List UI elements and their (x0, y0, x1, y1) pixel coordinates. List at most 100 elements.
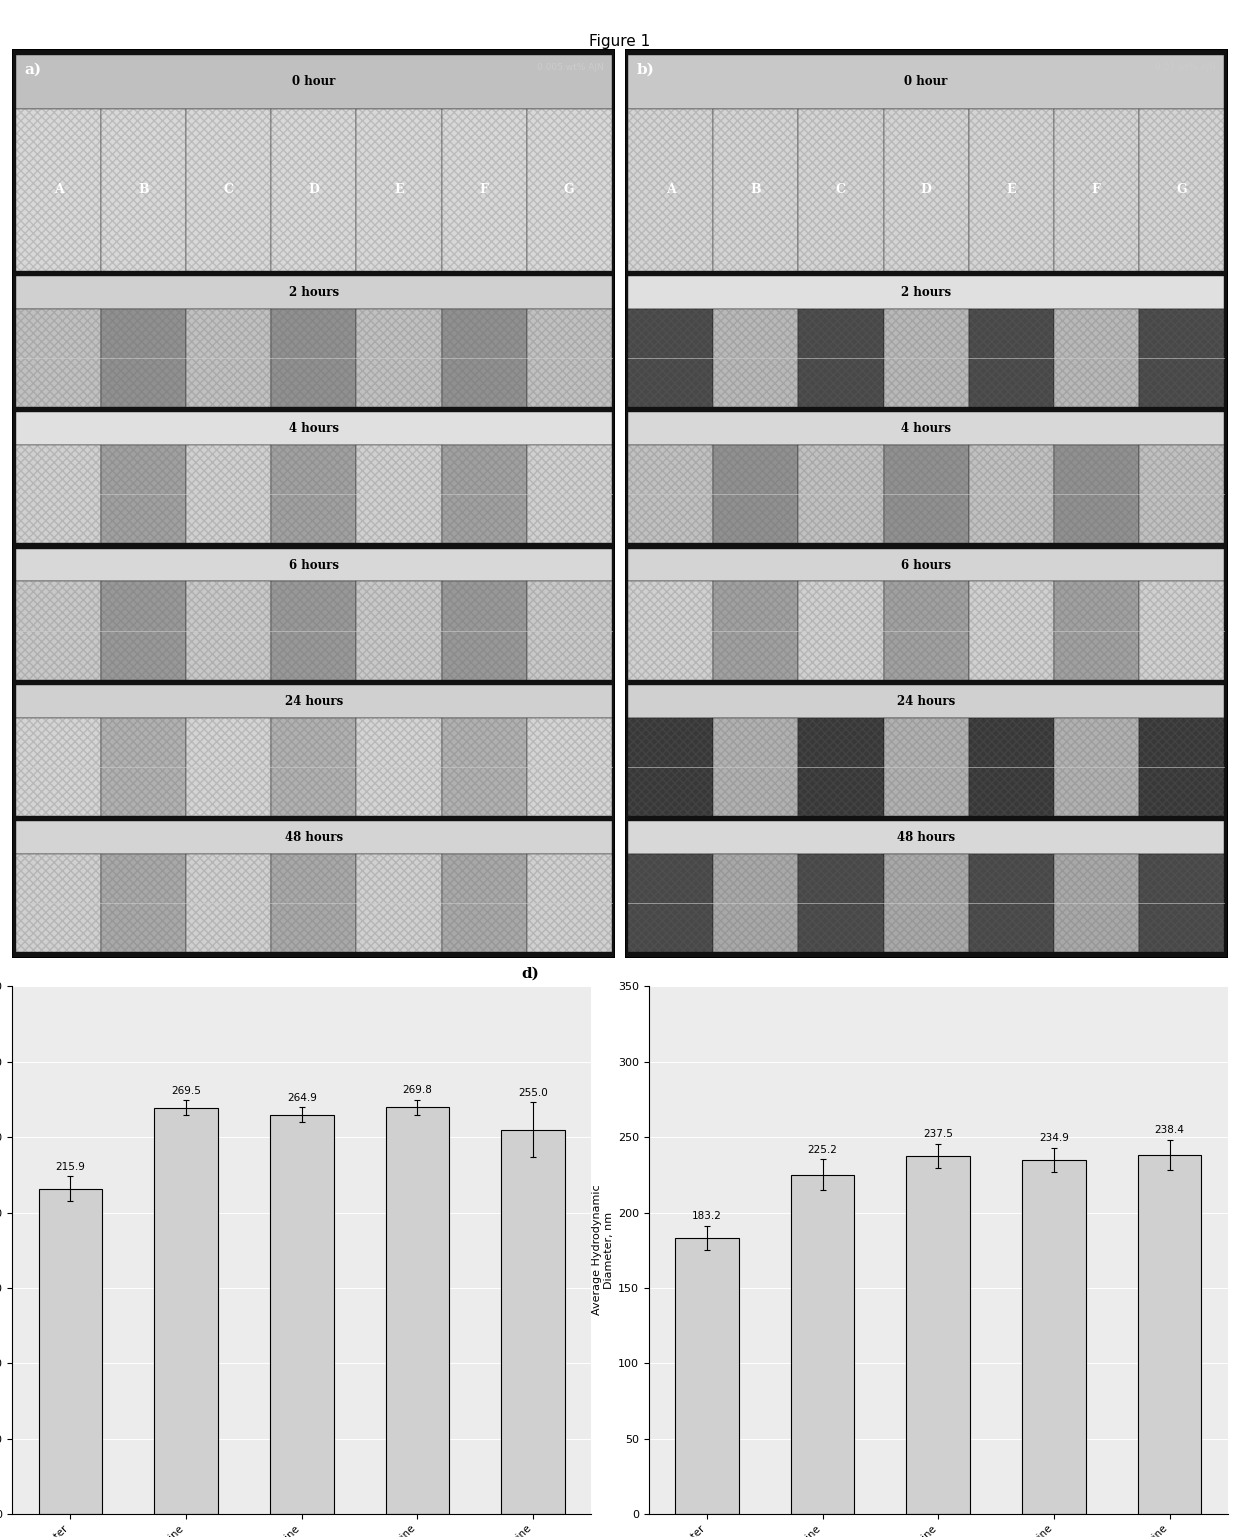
Bar (527, 309, 611, 407)
Text: A: A (53, 183, 63, 197)
Bar (629, 718, 713, 816)
Bar (1138, 446, 1224, 543)
Bar (102, 581, 186, 679)
Bar (272, 581, 356, 679)
Bar (1138, 855, 1224, 953)
Bar (186, 446, 272, 543)
Bar (1054, 109, 1138, 271)
Text: F: F (1092, 183, 1101, 197)
Bar (356, 446, 441, 543)
Bar (968, 718, 1054, 816)
Bar (799, 718, 884, 816)
Bar (968, 446, 1054, 543)
Text: 225.2: 225.2 (807, 1145, 837, 1154)
Bar (629, 109, 713, 271)
Bar (799, 855, 884, 953)
Bar (272, 581, 356, 679)
Bar (186, 581, 272, 679)
Bar (356, 718, 441, 816)
Bar (713, 309, 799, 407)
Bar (356, 109, 441, 271)
Text: 6 hours: 6 hours (289, 558, 339, 572)
Bar (356, 309, 441, 407)
Bar (1022, 1160, 1086, 1514)
Bar (1138, 718, 1224, 816)
Bar (527, 109, 611, 271)
Text: B: B (750, 183, 761, 197)
Bar (1138, 309, 1224, 407)
Bar (102, 309, 186, 407)
Bar (713, 446, 799, 543)
Bar (441, 309, 527, 407)
Text: 0.005 wt% AJN: 0.005 wt% AJN (537, 63, 604, 72)
Bar (1054, 855, 1138, 953)
Bar (1138, 718, 1224, 816)
Bar (799, 446, 884, 543)
Bar (16, 686, 611, 718)
Bar (629, 549, 1224, 581)
Bar (884, 109, 968, 271)
Bar (1054, 581, 1138, 679)
Text: C: C (223, 183, 234, 197)
Text: 2 hours: 2 hours (901, 286, 951, 298)
Bar (527, 718, 611, 816)
Bar (102, 309, 186, 407)
Bar (968, 109, 1054, 271)
Bar (713, 855, 799, 953)
Bar (629, 446, 713, 543)
Bar (102, 109, 186, 271)
Bar (629, 855, 713, 953)
Text: 24 hours: 24 hours (285, 695, 343, 709)
Bar (713, 109, 799, 271)
Bar (527, 309, 611, 407)
Bar (968, 718, 1054, 816)
Bar (1054, 446, 1138, 543)
Bar (356, 855, 441, 953)
Bar (799, 718, 884, 816)
Bar (527, 718, 611, 816)
Bar (884, 581, 968, 679)
Bar (884, 109, 968, 271)
Text: B: B (139, 183, 149, 197)
Bar (527, 855, 611, 953)
Bar (356, 581, 441, 679)
Bar (1054, 109, 1138, 271)
Bar (884, 581, 968, 679)
Bar (629, 412, 1224, 446)
Bar (713, 109, 799, 271)
Bar (799, 309, 884, 407)
Bar (799, 855, 884, 953)
Bar (272, 718, 356, 816)
Bar (186, 446, 272, 543)
Bar (1054, 718, 1138, 816)
Bar (527, 581, 611, 679)
Bar (186, 718, 272, 816)
Bar (713, 855, 799, 953)
Bar (799, 109, 884, 271)
Bar (799, 309, 884, 407)
Text: G: G (564, 183, 574, 197)
Bar (629, 109, 713, 271)
Text: 269.8: 269.8 (403, 1085, 433, 1096)
Bar (441, 718, 527, 816)
Text: 24 hours: 24 hours (897, 695, 955, 709)
Bar (186, 309, 272, 407)
Bar (629, 446, 713, 543)
Bar (356, 446, 441, 543)
Bar (884, 718, 968, 816)
Bar (186, 109, 272, 271)
Text: 234.9: 234.9 (1039, 1133, 1069, 1144)
Bar (799, 581, 884, 679)
Bar (441, 855, 527, 953)
Bar (16, 581, 102, 679)
Bar (272, 855, 356, 953)
Bar (629, 686, 1224, 718)
Bar (968, 581, 1054, 679)
Bar (186, 855, 272, 953)
Bar (527, 446, 611, 543)
Bar (629, 55, 1224, 109)
Bar (713, 718, 799, 816)
Bar (16, 855, 102, 953)
Bar (16, 309, 102, 407)
Bar (968, 855, 1054, 953)
